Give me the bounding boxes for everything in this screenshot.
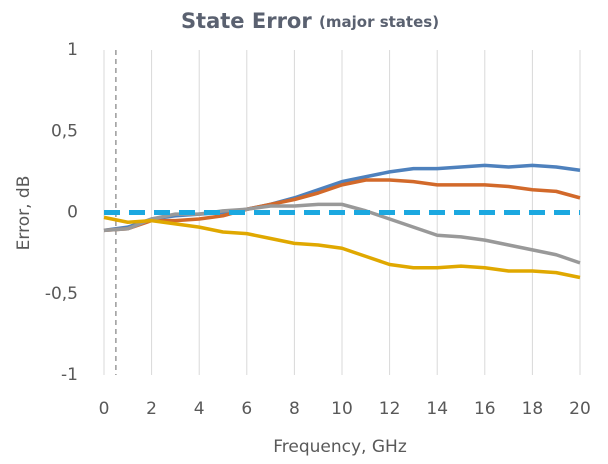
series-line: [103, 178, 581, 233]
series-line: [103, 215, 581, 280]
x-tick-label: 20: [569, 399, 591, 419]
y-tick-label: 0,5: [51, 121, 78, 141]
y-axis-label: Error, dB: [14, 176, 34, 251]
y-tick-label: 0: [67, 203, 78, 223]
x-tick-label: 14: [426, 399, 448, 419]
x-tick-label: 8: [289, 399, 300, 419]
subtitle: (major states): [319, 13, 439, 31]
x-tick-label: 6: [241, 399, 252, 419]
y-tick-label: -0,5: [45, 284, 78, 304]
x-axis-label: Frequency, GHz: [273, 437, 407, 457]
chart-title: State Error (major states): [181, 9, 439, 33]
x-tick-label: 0: [99, 399, 110, 419]
x-tick-label: 4: [194, 399, 205, 419]
x-tick-label: 2: [146, 399, 157, 419]
title: State Error: [181, 9, 312, 33]
y-tick-label: -1: [61, 365, 78, 385]
x-tick-label: 18: [522, 399, 544, 419]
x-tick-label: 10: [331, 399, 353, 419]
y-tick-label: 1: [67, 40, 78, 60]
x-tick-label: 12: [379, 399, 401, 419]
x-tick-label: 16: [474, 399, 496, 419]
